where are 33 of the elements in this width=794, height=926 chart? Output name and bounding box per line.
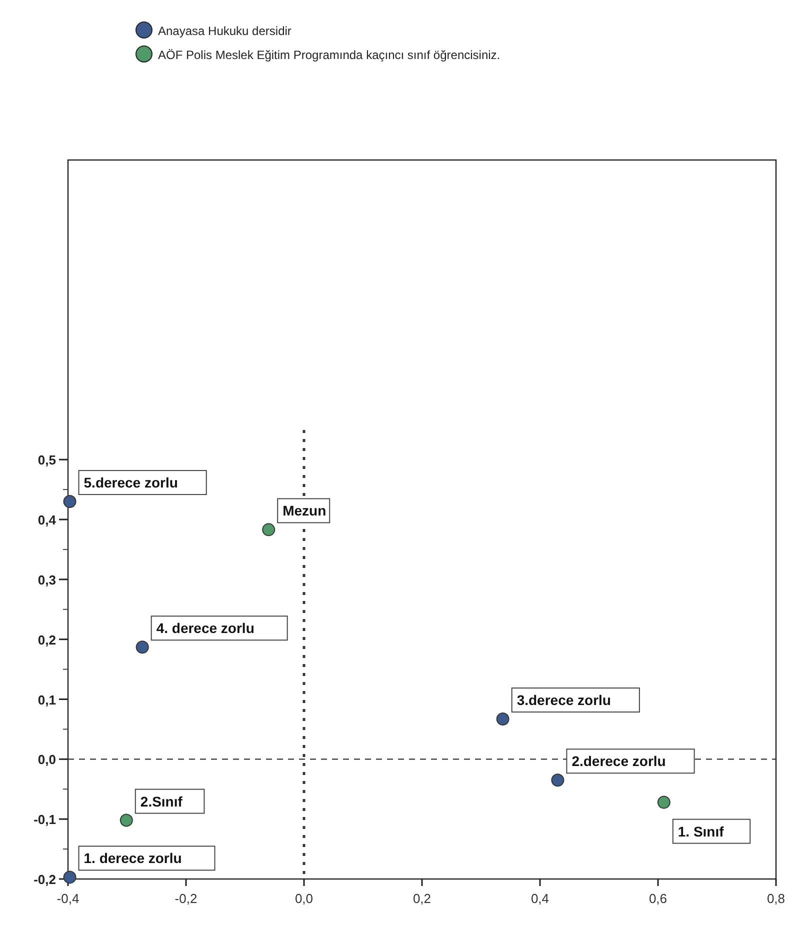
x-tick-label: 0,6 bbox=[648, 891, 668, 906]
x-tick-label: 0,4 bbox=[530, 891, 550, 906]
annotation: 1. derece zorlu bbox=[84, 850, 182, 866]
y-tick-label: 0,3 bbox=[38, 572, 56, 588]
y-tick-label: 0,2 bbox=[38, 632, 56, 648]
point bbox=[63, 870, 76, 884]
point bbox=[136, 640, 149, 654]
y-tick-label: -0,2 bbox=[34, 872, 56, 887]
point bbox=[551, 774, 564, 787]
legend-label: AÖF Polis Meslek Eğitim Programında kaçıncı sınıf öğrencisiniz. bbox=[158, 48, 500, 62]
x-tick-label: 0,8 bbox=[766, 891, 786, 906]
y-tick-label: 0,5 bbox=[38, 452, 56, 468]
annotation: 3.derece zorlu bbox=[516, 692, 611, 708]
point bbox=[120, 814, 133, 827]
y-tick-label: -0,1 bbox=[34, 812, 56, 828]
legend-label: Anayasa Hukuku dersidir bbox=[158, 24, 292, 38]
x-tick-label: 0,2 bbox=[412, 891, 432, 906]
annotation: 4. derece zorlu bbox=[156, 620, 254, 636]
point bbox=[262, 523, 276, 536]
point bbox=[496, 712, 510, 726]
annotation: 5.derece zorlu bbox=[84, 474, 178, 491]
point bbox=[63, 495, 76, 508]
x-tick-label: -0,2 bbox=[174, 891, 198, 906]
point bbox=[657, 796, 670, 809]
x-tick-label: -0,4 bbox=[56, 891, 80, 906]
annotation: 2.derece zorlu bbox=[572, 753, 666, 770]
y-tick-label: 0,1 bbox=[38, 692, 56, 708]
x-tick-label: 0,0 bbox=[294, 891, 314, 906]
y-tick-label: 0,4 bbox=[38, 512, 57, 528]
annotation: Mezun bbox=[282, 502, 326, 519]
annotation: 2.Sınıf bbox=[140, 793, 183, 810]
annotation: 1. Sınıf bbox=[678, 823, 724, 840]
y-tick-label: 0,0 bbox=[38, 752, 56, 768]
